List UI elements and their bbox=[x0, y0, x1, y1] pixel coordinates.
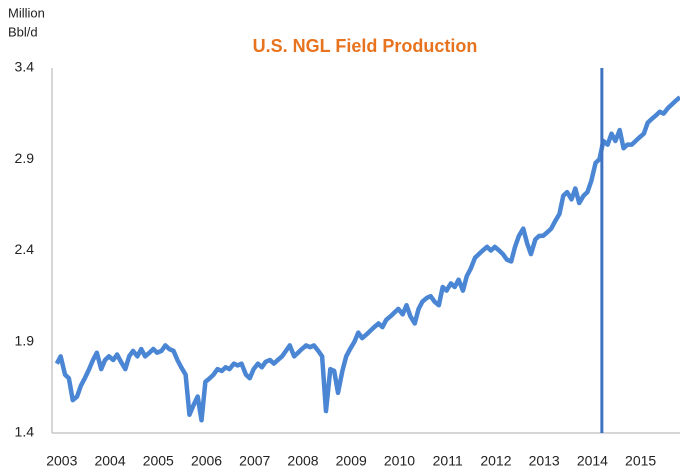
x-tick-label: 2010 bbox=[384, 453, 415, 469]
x-tick-label: 2011 bbox=[433, 453, 463, 469]
x-tick-label: 2006 bbox=[191, 453, 222, 469]
x-tick-label: 2008 bbox=[287, 453, 318, 469]
y-tick-label: 2.9 bbox=[15, 150, 35, 166]
x-tick-label: 2007 bbox=[239, 453, 270, 469]
x-tick-label: 2014 bbox=[577, 453, 608, 469]
x-tick-label: 2004 bbox=[94, 453, 125, 469]
x-tick-label: 2012 bbox=[480, 453, 511, 469]
x-tick-label: 2009 bbox=[336, 453, 367, 469]
x-tick-label: 2013 bbox=[529, 453, 560, 469]
y-axis-label: Bbl/d bbox=[8, 24, 38, 39]
y-tick-label: 1.4 bbox=[15, 424, 35, 440]
y-tick-label: 2.4 bbox=[15, 241, 35, 257]
data-line bbox=[54, 95, 680, 423]
y-tick-label: 3.4 bbox=[15, 59, 35, 75]
x-tick-label: 2015 bbox=[625, 453, 656, 469]
y-axis-label: Million bbox=[8, 5, 45, 20]
y-tick-label: 1.9 bbox=[15, 332, 35, 348]
x-tick-label: 2003 bbox=[46, 453, 77, 469]
x-tick-label: 2005 bbox=[143, 453, 174, 469]
chart-title: U.S. NGL Field Production bbox=[253, 36, 478, 56]
